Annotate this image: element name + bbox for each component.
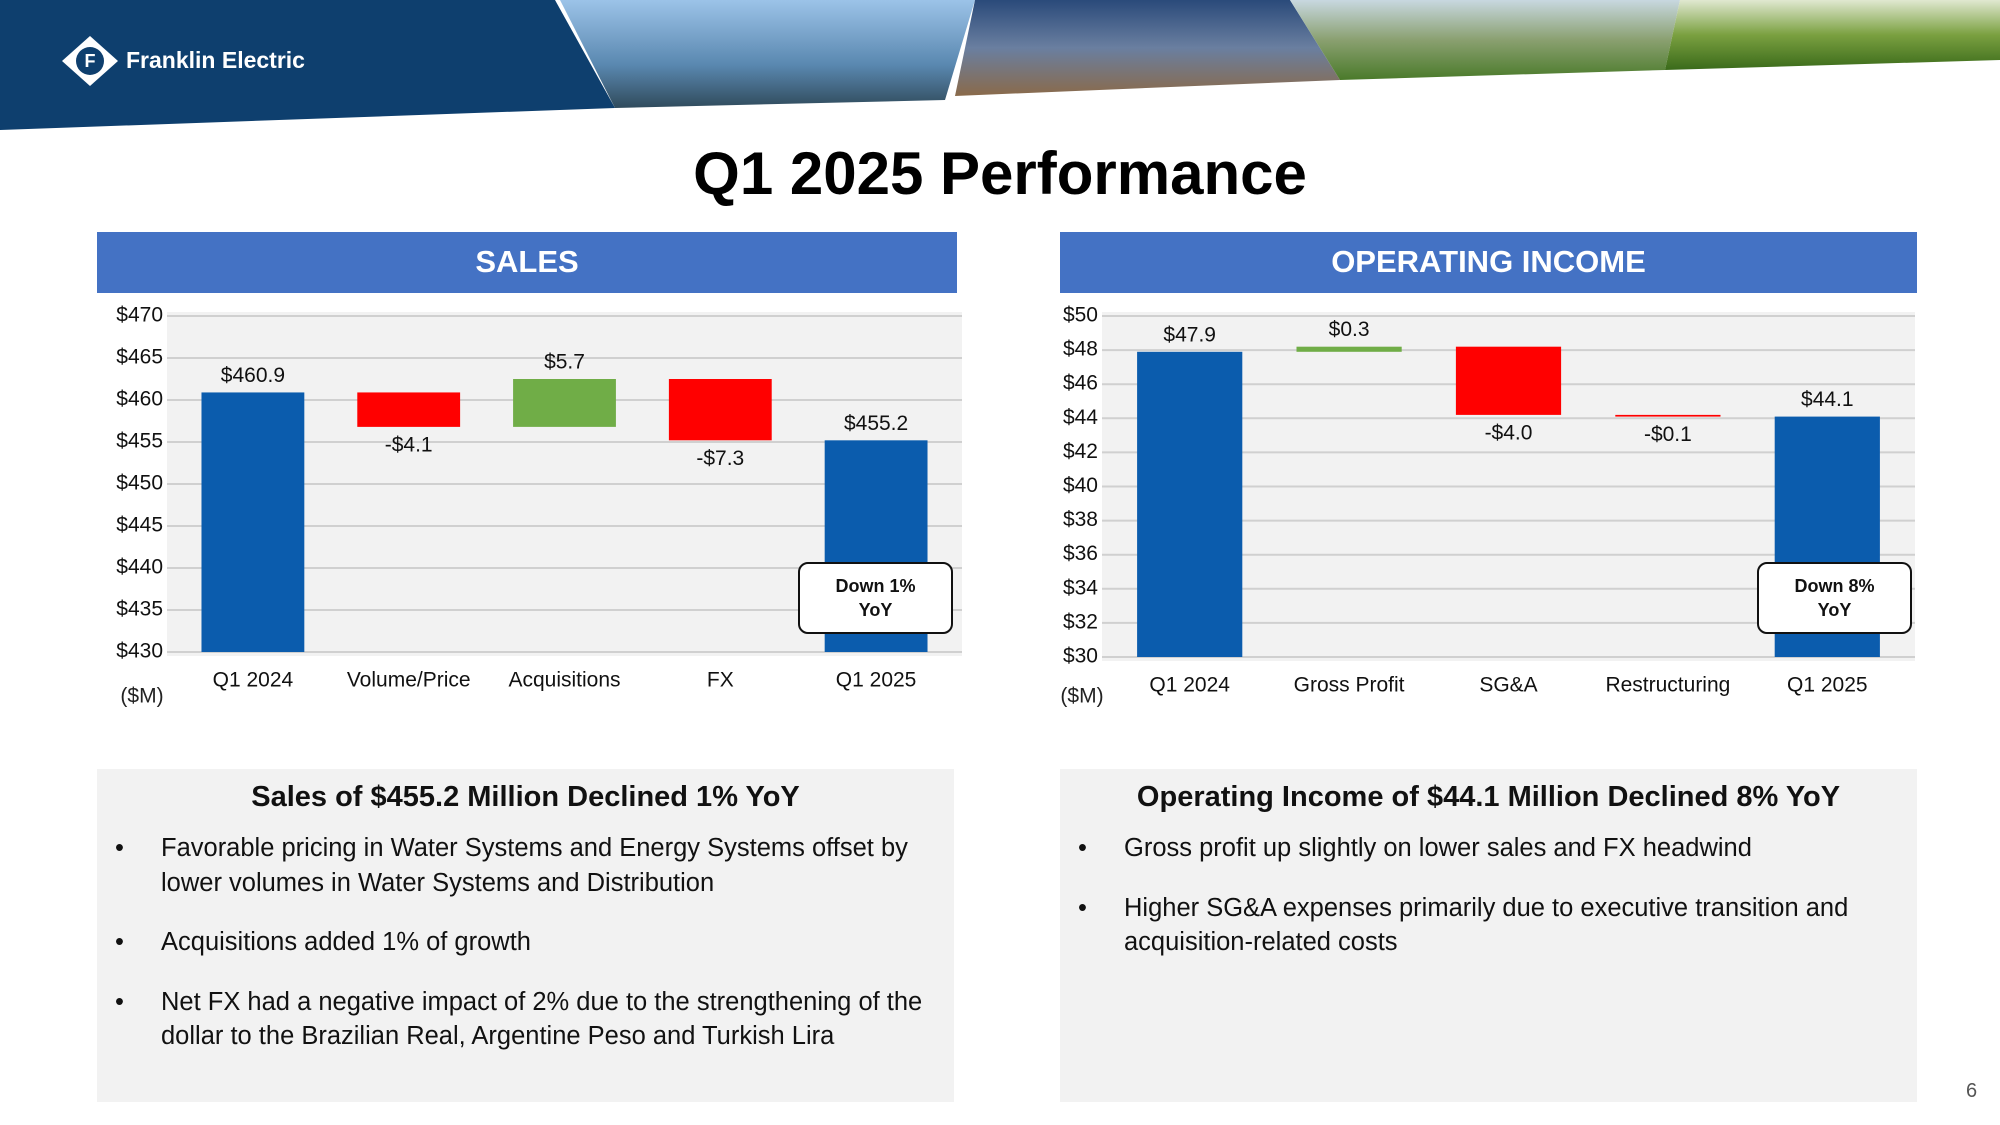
data-label: -$0.1 [1644, 423, 1692, 446]
y-tick-label: $435 [116, 598, 163, 621]
slide-title: Q1 2025 Performance [693, 140, 1307, 207]
y-tick-label: $42 [1063, 440, 1098, 463]
data-label: $47.9 [1163, 323, 1216, 346]
bar [513, 379, 616, 427]
x-tick-label: Q1 2025 [836, 669, 917, 692]
y-tick-label: $38 [1063, 508, 1098, 531]
section-header [97, 232, 957, 293]
header-photo [560, 0, 975, 108]
section-header [1060, 232, 1917, 293]
bar [1137, 351, 1243, 657]
y-tick-label: $46 [1063, 372, 1098, 395]
y-tick-label: $455 [116, 430, 163, 453]
bar [1455, 346, 1562, 415]
y-tick-label: $44 [1063, 406, 1098, 429]
data-label: $455.2 [844, 412, 908, 435]
x-tick-label: Gross Profit [1294, 674, 1405, 697]
data-label: $5.7 [544, 351, 585, 374]
y-tick-label: $32 [1063, 610, 1098, 633]
bullet: Acquisitions added 1% of growth [115, 925, 936, 960]
header-photo [955, 0, 1340, 96]
logo-mark: F [62, 36, 118, 86]
section-title: SALES [475, 244, 578, 279]
data-label: $460.9 [221, 364, 285, 387]
data-label: -$4.1 [385, 433, 433, 456]
brand-name: Franklin Electric [126, 47, 305, 73]
x-tick-label: FX [707, 669, 734, 692]
summary-heading: Operating Income of $44.1 Million Declin… [1136, 781, 1841, 813]
x-tick-label: Q1 2024 [1149, 674, 1230, 697]
bullet: Gross profit up slightly on lower sales … [1078, 831, 1899, 866]
y-tick-label: $450 [116, 472, 163, 495]
y-tick-label: $40 [1063, 474, 1098, 497]
y-tick-label: $48 [1063, 338, 1098, 361]
callout: Down 1% YoY [798, 562, 953, 634]
section-title: OPERATING INCOME [1331, 244, 1646, 279]
bullet: Net FX had a negative impact of 2% due t… [115, 985, 936, 1054]
bar [201, 392, 305, 652]
y-tick-label: $445 [116, 514, 163, 537]
summary-heading: Sales of $455.2 Million Declined 1% YoY [251, 781, 800, 813]
header-band [0, 0, 615, 130]
bullet: Higher SG&A expenses primarily due to ex… [1078, 891, 1899, 960]
y-tick-label: $430 [116, 640, 163, 663]
bar [668, 379, 772, 441]
header-photo [1665, 0, 2000, 70]
bar [357, 392, 461, 427]
bullet-list: Favorable pricing in Water Systems and E… [115, 831, 936, 1054]
x-tick-label: Acquisitions [508, 669, 620, 692]
y-tick-label: $50 [1063, 304, 1098, 327]
data-label: -$7.3 [696, 447, 744, 470]
y-tick-label: $460 [116, 388, 163, 411]
x-tick-label: Q1 2024 [213, 669, 294, 692]
y-tick-label: $34 [1063, 576, 1098, 599]
bullet-list: Gross profit up slightly on lower sales … [1078, 831, 1899, 960]
summary-box: Sales of $455.2 Million Declined 1% YoY … [97, 769, 954, 1102]
x-tick-label: Q1 2025 [1787, 674, 1868, 697]
y-tick-label: $36 [1063, 542, 1098, 565]
y-tick-label: $30 [1063, 645, 1098, 668]
data-label: $44.1 [1801, 388, 1854, 411]
header-photo [1290, 0, 1680, 80]
data-label: $0.3 [1329, 318, 1370, 341]
callout: Down 8% YoY [1757, 562, 1912, 634]
bar [1615, 414, 1721, 417]
x-tick-label: SG&A [1479, 674, 1537, 697]
bullet: Favorable pricing in Water Systems and E… [115, 831, 936, 900]
x-tick-label: Restructuring [1605, 674, 1730, 697]
svg-text:F: F [85, 51, 96, 71]
y-tick-label: $440 [116, 556, 163, 579]
x-tick-label: Volume/Price [347, 669, 471, 692]
page-number: 6 [1966, 1080, 1978, 1102]
y-axis-label: ($M) [1060, 685, 1103, 708]
y-tick-label: $470 [116, 304, 163, 327]
y-tick-label: $465 [116, 346, 163, 369]
bar [1296, 346, 1402, 352]
data-label: -$4.0 [1485, 421, 1533, 444]
y-axis-label: ($M) [120, 685, 163, 708]
summary-box: Operating Income of $44.1 Million Declin… [1060, 769, 1917, 1102]
